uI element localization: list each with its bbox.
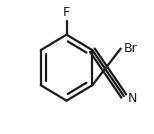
Text: N: N bbox=[127, 92, 137, 105]
Text: Br: Br bbox=[123, 42, 137, 55]
Text: F: F bbox=[63, 6, 70, 19]
